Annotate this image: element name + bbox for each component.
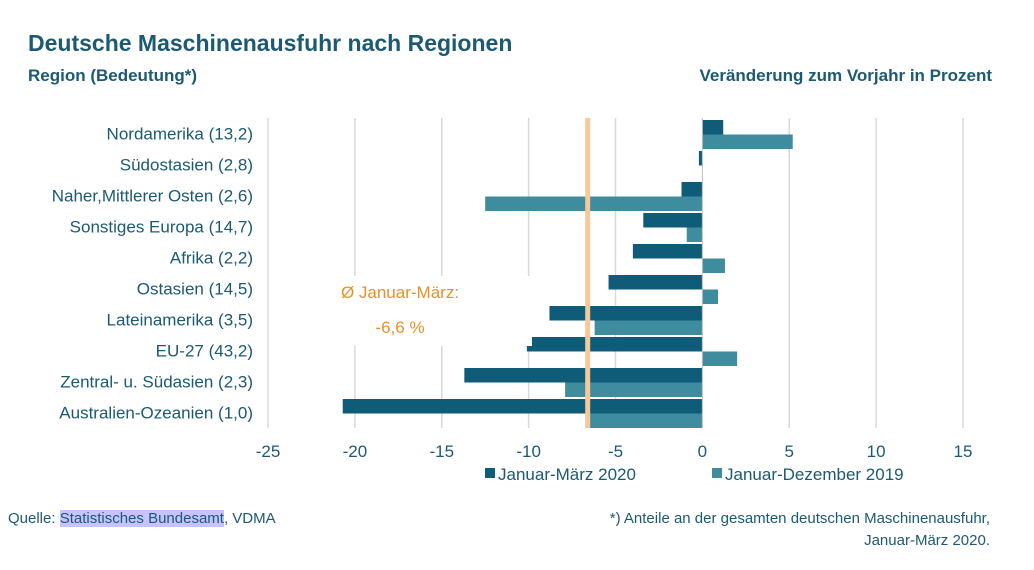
bar-jan-dec-2019 bbox=[702, 289, 719, 304]
bar-jan-mar-2020 bbox=[643, 213, 703, 228]
x-tick-label: 10 bbox=[867, 442, 886, 461]
legend-swatch bbox=[485, 468, 495, 478]
bar-jan-mar-2020 bbox=[342, 399, 703, 414]
source-prefix: Quelle: bbox=[8, 510, 60, 527]
bar-jan-mar-2020 bbox=[632, 244, 703, 259]
bar-jan-dec-2019 bbox=[702, 134, 793, 149]
category-label: Ostasien (14,5) bbox=[137, 280, 253, 299]
category-label: Sonstiges Europa (14,7) bbox=[70, 218, 253, 237]
bar-jan-dec-2019 bbox=[702, 258, 725, 273]
footnote: *) Anteile an der gesamten deutschen Mas… bbox=[510, 508, 990, 552]
bar-chart: Ø Januar-März: -6,6 % Nordamerika (13,2) Sü… bbox=[52, 118, 973, 484]
legend-label: Januar-Dezember 2019 bbox=[725, 465, 904, 484]
bar-jan-dec-2019 bbox=[565, 382, 703, 397]
category-label: Lateinamerika (3,5) bbox=[107, 311, 253, 330]
source-highlight: Statistisches Bundesamt bbox=[59, 510, 224, 527]
bar-jan-mar-2020 bbox=[698, 151, 703, 166]
bar-jan-mar-2020 bbox=[681, 182, 703, 197]
x-tick-label: -15 bbox=[429, 442, 454, 461]
category-label: Afrika (2,2) bbox=[170, 249, 253, 268]
category-label: Zentral- u. Südasien (2,3) bbox=[60, 373, 253, 392]
legend-swatch bbox=[712, 468, 722, 478]
x-tick-label: 5 bbox=[785, 442, 794, 461]
legend-label: Januar-März 2020 bbox=[498, 465, 636, 484]
x-tick-label: -10 bbox=[516, 442, 541, 461]
category-axis-title: Region (Bedeutung*) bbox=[28, 66, 198, 85]
bar-jan-mar-2020 bbox=[526, 337, 703, 352]
footnote-line-2: Januar-März 2020. bbox=[864, 532, 990, 549]
value-axis-title: Veränderung zum Vorjahr in Prozent bbox=[699, 66, 992, 85]
x-tick-label: 0 bbox=[698, 442, 707, 461]
bar-jan-mar-2020 bbox=[608, 275, 703, 290]
bar-jan-dec-2019 bbox=[587, 413, 703, 428]
x-tick-label: -25 bbox=[256, 442, 281, 461]
bar-jan-dec-2019 bbox=[702, 351, 738, 366]
footnote-line-1: *) Anteile an der gesamten deutschen Mas… bbox=[609, 510, 990, 527]
bar-jan-dec-2019 bbox=[594, 320, 703, 335]
average-value-label: -6,6 % bbox=[375, 318, 424, 337]
x-tick-label: -20 bbox=[343, 442, 368, 461]
bar-jan-dec-2019 bbox=[686, 227, 703, 242]
source-suffix: , VDMA bbox=[223, 510, 276, 527]
category-label: EU-27 (43,2) bbox=[156, 342, 253, 361]
average-label: Ø Januar-März: bbox=[341, 283, 459, 302]
category-label: Australien-Ozeanien (1,0) bbox=[59, 404, 253, 423]
bar-jan-mar-2020 bbox=[549, 306, 703, 321]
source-note: Quelle: Statistisches Bundesamt, VDMA bbox=[8, 510, 276, 527]
bar-jan-mar-2020 bbox=[464, 368, 703, 383]
category-label: Südostasien (2,8) bbox=[120, 156, 253, 175]
x-tick-label: 15 bbox=[954, 442, 973, 461]
x-tick-label: -5 bbox=[608, 442, 623, 461]
average-label-background bbox=[328, 276, 532, 346]
bar-jan-mar-2020 bbox=[702, 120, 724, 135]
bar-jan-dec-2019 bbox=[485, 196, 703, 211]
category-label: Nordamerika (13,2) bbox=[107, 125, 253, 144]
chart-title: Deutsche Maschinenausfuhr nach Regionen bbox=[28, 30, 513, 56]
category-label: Naher,Mittlerer Osten (2,6) bbox=[52, 187, 253, 206]
